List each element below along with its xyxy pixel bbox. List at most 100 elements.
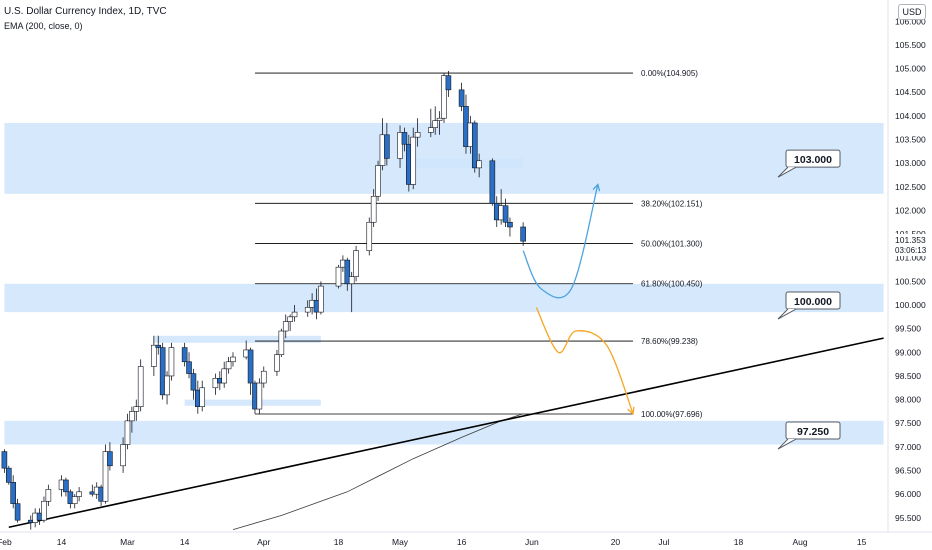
candle-body [1,451,8,469]
trendline [8,337,884,529]
candle-body [375,165,381,197]
candle-body [410,136,417,185]
time-tick-label: 14 [180,537,190,547]
candle-body [120,444,126,467]
zone-box [4,283,884,313]
time-axis[interactable]: Feb 14 Mar 14 Apr 18 May 16 Jun 20 Jul 18 Aug 15 [0,537,867,547]
candle-body [502,205,509,223]
time-tick-label: 18 [334,537,344,547]
price-tick-label: 105.500 [895,40,926,50]
candle-body [370,195,377,223]
level-callout-box [785,421,841,440]
projection-arrowhead [592,183,601,192]
candle-body [318,285,324,313]
candle-body [256,382,263,410]
price-tick-label: 99.000 [895,347,921,357]
candle-body [102,451,109,502]
time-tick-label: Apr [257,537,270,547]
projection-path [535,307,634,415]
fib-level-label: 0.00%(104.905) [641,69,698,78]
last-price-label: 101.353 [895,235,926,245]
candle-body [151,344,157,367]
time-tick-label: 15 [857,537,867,547]
candle-body [366,221,373,251]
time-tick-label: 18 [734,537,744,547]
candle-body [186,361,192,374]
currency-badge[interactable]: USD [898,4,926,20]
projection-path [522,184,599,299]
level-callout-pointer [777,308,797,320]
price-tick-label: 95.500 [895,513,921,523]
level-callout-pointer [777,438,797,450]
price-tick-label: 102.500 [895,182,926,192]
candle-body [287,316,293,322]
candle-body [159,347,166,396]
time-tick-label: 16 [457,537,467,547]
candle-body [133,406,140,412]
time-tick-label: 14 [57,537,67,547]
candle-body [5,467,12,483]
fib-level-label: 50.00%(101.300) [641,240,703,249]
candle-body [520,226,526,242]
candle-body [137,366,144,407]
candle-body [353,250,359,277]
candle-body [507,221,513,228]
price-tick-label: 96.500 [895,466,921,476]
candle-body [221,368,227,384]
candle-body [445,75,452,91]
candle-body [41,500,47,521]
time-tick-label: Mar [120,537,135,547]
projection-arrowhead [627,406,635,416]
candle-body [230,356,236,363]
level-callout-box [785,149,841,168]
candle-body [107,451,113,467]
price-tick-label: 99.500 [895,324,921,334]
fib-level-label: 78.60%(99.238) [641,337,698,346]
price-axis[interactable]: 95.500 96.000 96.500 97.000 97.500 98.000 98.5… [889,16,932,523]
candles-layer [1,70,526,530]
candle-body [489,160,496,204]
candle-body [335,266,342,287]
chart-title: U.S. Dollar Currency Index, 1D, TVC [4,6,167,17]
zones-layer [4,122,884,445]
candle-body [14,503,21,521]
level-callout-label: 100.000 [794,296,832,308]
candle-body [225,361,232,370]
time-tick-label: Aug [793,537,808,547]
level-callout-label: 103.000 [794,154,832,166]
price-tick-label: 103.500 [895,135,926,145]
candle-body [432,120,439,128]
time-tick-label: Feb [0,537,12,547]
candle-body [63,479,69,493]
candle-body [304,307,311,313]
candle-body [124,420,131,445]
candle-body [190,373,197,391]
candle-body [278,330,285,355]
fib-level-label: 61.80%(100.450) [641,280,703,289]
candle-body [199,387,206,407]
candle-body [476,160,482,169]
candle-body [274,354,280,372]
projection-arrows-layer [522,183,635,416]
candle-body [441,75,447,119]
fib-level-label: 38.20%(102.151) [641,199,703,208]
level-labels-layer: 103.000 100.000 97.250 [777,149,841,450]
zone-box [408,158,524,168]
price-tick-label: 97.000 [895,442,921,452]
price-tick-label: 96.000 [895,489,921,499]
candle-body [397,132,403,159]
candle-body [71,496,78,504]
candle-body [414,132,421,138]
candle-body [164,375,170,396]
time-tick-label: May [392,537,409,547]
price-tick-label: 97.500 [895,418,921,428]
trendline-layer [8,337,884,529]
price-tick-label: 98.500 [895,371,921,381]
time-tick-label: 20 [611,537,621,547]
candle-body [282,321,289,332]
price-tick-label: 105.000 [895,64,926,74]
price-tick-label: 104.500 [895,87,926,97]
candle-body [155,344,162,348]
candle-body [291,311,298,318]
